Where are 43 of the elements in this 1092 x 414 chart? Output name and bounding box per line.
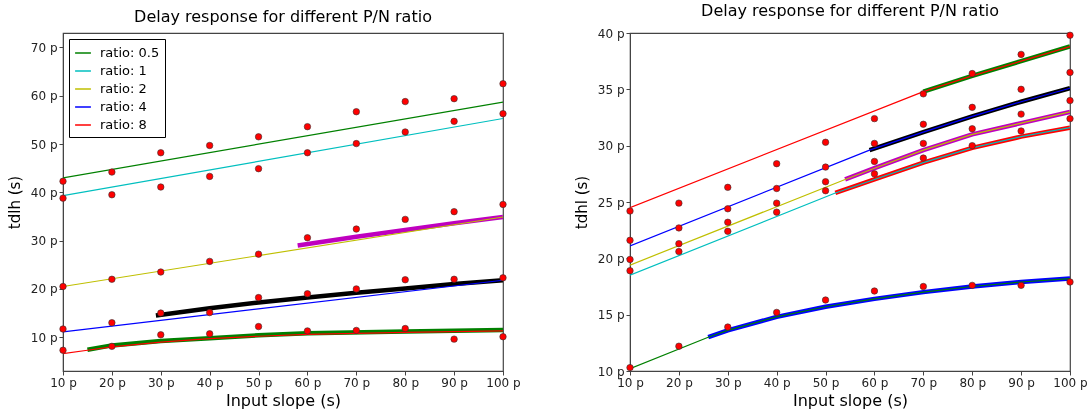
y-tick-label: 70 p	[30, 40, 58, 55]
x-tick-label: 10 p	[50, 375, 77, 390]
x-tick-label: 70 p	[910, 375, 938, 390]
y-tick-label: 50 p	[30, 137, 58, 152]
legend-label: ratio: 0.5	[100, 45, 160, 60]
x-tick-label: 90 p	[441, 375, 468, 390]
x-tick-label: 40 p	[196, 375, 224, 390]
x-tick-label: 100 p	[1053, 375, 1088, 390]
x-tick-label: 20 p	[666, 375, 693, 390]
x-tick-label: 90 p	[1008, 375, 1035, 390]
legend-label: ratio: 1	[100, 63, 147, 78]
x-tick-label: 60 p	[861, 375, 889, 390]
y-axis-title: tdlh (s)	[5, 175, 24, 230]
legend-label: ratio: 2	[100, 81, 147, 96]
y-tick-label: 10 p	[30, 330, 58, 345]
y-tick-label: 30 p	[30, 234, 58, 249]
x-tick-label: 50 p	[245, 375, 273, 390]
x-tick-label: 40 p	[763, 375, 791, 390]
x-tick-label: 70 p	[343, 375, 371, 390]
x-tick-label: 100 p	[486, 375, 521, 390]
y-tick-label: 30 p	[597, 139, 625, 154]
x-tick-label: 50 p	[812, 375, 840, 390]
y-tick-label: 40 p	[30, 185, 58, 200]
y-tick-label: 20 p	[597, 251, 625, 266]
legend-label: ratio: 4	[100, 99, 147, 114]
x-tick-label: 30 p	[714, 375, 742, 390]
y-tick-label: 15 p	[597, 308, 625, 323]
y-tick-label: 60 p	[30, 89, 58, 104]
y-tick-label: 40 p	[597, 26, 625, 41]
x-tick-label: 30 p	[147, 375, 175, 390]
x-tick-label: 80 p	[392, 375, 420, 390]
y-tick-label: 20 p	[30, 282, 58, 297]
legend-label: ratio: 8	[100, 117, 147, 132]
x-tick-label: 60 p	[294, 375, 322, 390]
chart-title: Delay response for different P/N ratio	[134, 7, 432, 26]
y-axis-title: tdhl (s)	[572, 175, 591, 230]
x-axis-title: Input slope (s)	[793, 390, 908, 410]
y-tick-label: 35 p	[597, 82, 625, 97]
x-tick-label: 20 p	[99, 375, 126, 390]
y-tick-label: 25 p	[597, 195, 625, 210]
chart-title: Delay response for different P/N ratio	[701, 1, 999, 20]
x-tick-label: 80 p	[959, 375, 987, 390]
x-axis-title: Input slope (s)	[226, 390, 341, 410]
